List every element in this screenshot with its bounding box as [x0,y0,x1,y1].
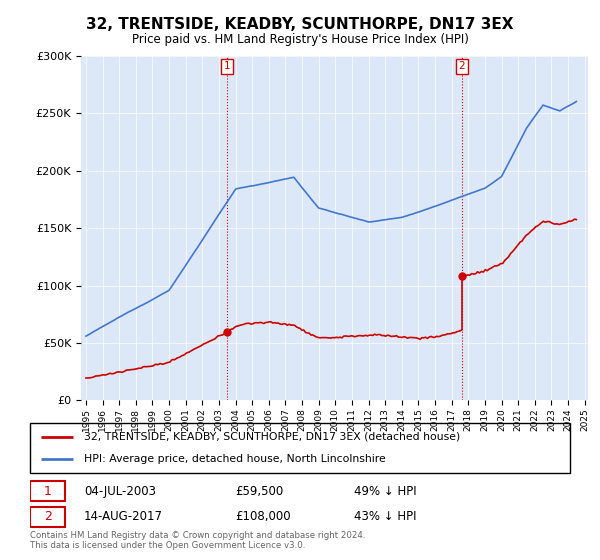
Text: 04-JUL-2003: 04-JUL-2003 [84,485,156,498]
Text: 14-AUG-2017: 14-AUG-2017 [84,510,163,523]
Text: 43% ↓ HPI: 43% ↓ HPI [354,510,416,523]
Text: Contains HM Land Registry data © Crown copyright and database right 2024.: Contains HM Land Registry data © Crown c… [30,531,365,540]
Text: £59,500: £59,500 [235,485,283,498]
Bar [30,482,65,502]
Text: 2: 2 [458,61,466,71]
Text: £108,000: £108,000 [235,510,291,523]
Text: 32, TRENTSIDE, KEADBY, SCUNTHORPE, DN17 3EX: 32, TRENTSIDE, KEADBY, SCUNTHORPE, DN17 … [86,17,514,32]
Text: 1: 1 [224,61,230,71]
Text: 49% ↓ HPI: 49% ↓ HPI [354,485,416,498]
Text: 32, TRENTSIDE, KEADBY, SCUNTHORPE, DN17 3EX (detached house): 32, TRENTSIDE, KEADBY, SCUNTHORPE, DN17 … [84,432,460,442]
Text: This data is licensed under the Open Government Licence v3.0.: This data is licensed under the Open Gov… [30,541,305,550]
Text: 1: 1 [44,485,52,498]
Text: 2: 2 [44,510,52,523]
Text: HPI: Average price, detached house, North Lincolnshire: HPI: Average price, detached house, Nort… [84,454,386,464]
Bar [30,506,65,526]
Text: Price paid vs. HM Land Registry's House Price Index (HPI): Price paid vs. HM Land Registry's House … [131,32,469,46]
